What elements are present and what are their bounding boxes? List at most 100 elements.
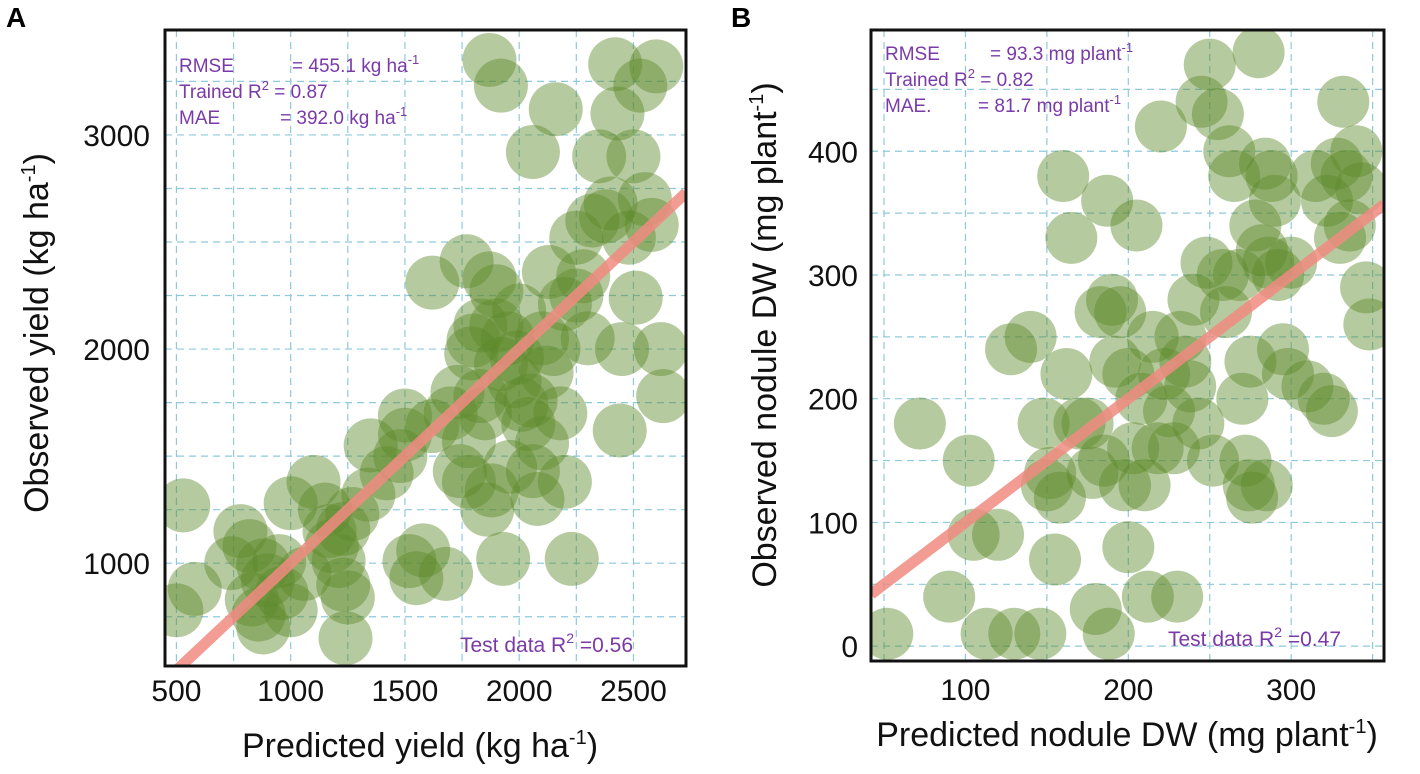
stat-mae-value: = 81.7 mg plant-1 [978, 92, 1121, 117]
data-point [1033, 471, 1086, 524]
data-point [1147, 422, 1200, 475]
data-point [505, 125, 560, 180]
data-point [588, 37, 643, 92]
data-point [1081, 174, 1134, 227]
fit-line [871, 200, 1384, 599]
data-point [1216, 372, 1269, 425]
data-point [1004, 310, 1057, 363]
data-point [579, 189, 634, 244]
data-point [469, 298, 524, 353]
data-point [473, 58, 528, 113]
stat-rmse-label: RMSE [179, 56, 234, 77]
data-point [1017, 397, 1070, 450]
data-point [985, 323, 1038, 376]
data-point [469, 264, 524, 319]
data-point [1261, 347, 1314, 400]
data-point [1281, 360, 1334, 413]
stat-mae-label: MAE. [885, 96, 931, 117]
data-point [1335, 162, 1384, 215]
data-point [1239, 137, 1292, 190]
data-point [544, 531, 599, 586]
data-point [503, 373, 558, 428]
data-point [1235, 224, 1288, 277]
data-point [476, 531, 531, 586]
data-point [1151, 570, 1204, 623]
y-tick-label: 100 [808, 507, 858, 540]
x-axis-label: Predicted yield (kg ha-1) [242, 727, 598, 765]
y-tick-label: 0 [841, 631, 858, 664]
data-point [1213, 248, 1266, 301]
data-point [1172, 397, 1225, 450]
grid [165, 30, 686, 666]
data-point [316, 501, 371, 556]
data-point [1196, 248, 1249, 301]
data-point [377, 388, 432, 443]
data-point [519, 345, 574, 400]
data-point [1183, 38, 1236, 91]
data-point [1126, 310, 1179, 363]
plot-frame [869, 28, 1386, 663]
data-point [1229, 199, 1282, 252]
data-point [263, 476, 318, 531]
data-point [592, 403, 647, 458]
data-point [1219, 434, 1272, 487]
data-point [1245, 149, 1298, 202]
data-point [505, 444, 560, 499]
data-point [1222, 459, 1275, 512]
data-point [1320, 149, 1373, 202]
data-point [1037, 149, 1090, 202]
data-point [1134, 100, 1187, 153]
data-point [1340, 261, 1384, 314]
data-point [560, 311, 615, 366]
data-point [464, 463, 519, 518]
data-point [213, 504, 268, 559]
x-tick-label: 1000 [257, 675, 324, 708]
data-point [1131, 422, 1184, 475]
stat-test-r2: Test data R2 =0.56 [460, 630, 633, 657]
data-point [1191, 88, 1244, 141]
data-point [613, 58, 668, 113]
data-point [343, 418, 398, 473]
data-point [446, 313, 501, 368]
data-point [1240, 459, 1293, 512]
data-point [1257, 323, 1310, 376]
data-point [252, 534, 307, 589]
y-axis-label: Observed yield (kg ha-1) [18, 153, 56, 513]
y-tick-label: 3000 [83, 120, 150, 153]
stat-mae-label: MAE [179, 108, 220, 129]
data-point [286, 454, 341, 509]
data-point [1330, 125, 1383, 178]
x-axis-label: Predicted nodule DW (mg plant-1) [876, 716, 1378, 754]
data-point [601, 210, 656, 265]
data-point [1077, 434, 1130, 487]
data-point [515, 311, 570, 366]
data-point [595, 322, 650, 377]
data-point [396, 523, 451, 578]
data-point [405, 255, 460, 310]
panel-letter-b: B [731, 2, 751, 33]
data-points [165, 32, 686, 666]
data-point [462, 32, 517, 87]
data-point [1343, 298, 1384, 351]
x-tick-label: 300 [1266, 674, 1316, 707]
data-point [1265, 236, 1318, 289]
data-point [636, 369, 686, 424]
data-point [1297, 372, 1350, 425]
data-point [1089, 335, 1142, 388]
data-point [492, 283, 547, 338]
data-point [510, 471, 565, 526]
y-tick-labels: 1000 2000 3000 [83, 120, 150, 581]
data-point [389, 551, 444, 606]
panel-letter-a: A [6, 2, 26, 33]
data-point [583, 176, 638, 231]
data-point [325, 486, 380, 541]
data-point [1074, 286, 1127, 339]
data-point [236, 600, 291, 655]
data-point [316, 557, 371, 612]
data-point [263, 583, 318, 638]
data-point [1305, 385, 1358, 438]
data-point [165, 583, 204, 638]
data-points [871, 30, 1384, 660]
data-point [1208, 149, 1261, 202]
data-point [629, 39, 684, 94]
